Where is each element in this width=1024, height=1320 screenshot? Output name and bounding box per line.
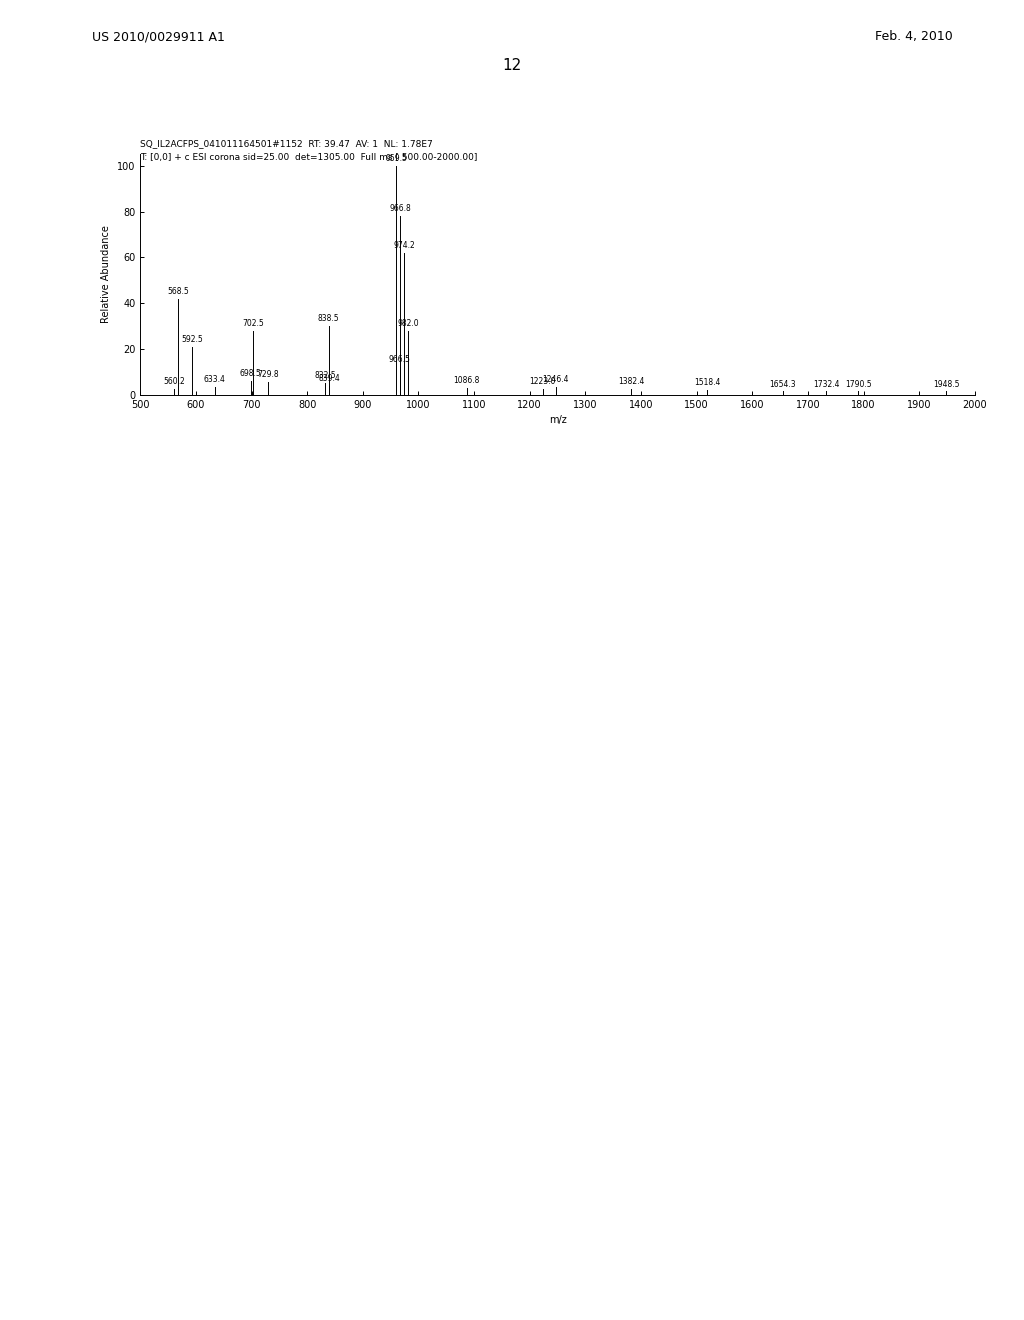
Text: 1732.4: 1732.4 <box>813 380 840 388</box>
Text: 966.5: 966.5 <box>389 355 411 364</box>
Text: 832.5: 832.5 <box>314 371 336 380</box>
Text: 633.4: 633.4 <box>204 375 225 384</box>
Text: 839.4: 839.4 <box>318 374 340 383</box>
Text: SQ_IL2ACFPS_041011164501#1152  RT: 39.47  AV: 1  NL: 1.78E7: SQ_IL2ACFPS_041011164501#1152 RT: 39.47 … <box>140 139 433 148</box>
Text: 959.5: 959.5 <box>385 154 407 164</box>
Text: 702.5: 702.5 <box>242 319 264 327</box>
Text: 838.5: 838.5 <box>317 314 339 323</box>
Text: 560.2: 560.2 <box>163 378 184 387</box>
Text: 982.0: 982.0 <box>397 319 419 327</box>
Text: 1086.8: 1086.8 <box>454 376 480 385</box>
Text: T: [0,0] + c ESI corona sid=25.00  det=1305.00  Full ms [ 500.00-2000.00]: T: [0,0] + c ESI corona sid=25.00 det=13… <box>140 153 477 162</box>
Text: 1382.4: 1382.4 <box>618 378 644 387</box>
Text: 1223.0: 1223.0 <box>529 378 556 387</box>
Text: 1790.5: 1790.5 <box>845 380 871 388</box>
Text: 966.8: 966.8 <box>389 205 411 214</box>
Text: 1654.3: 1654.3 <box>769 380 796 388</box>
Text: 974.2: 974.2 <box>393 242 415 249</box>
X-axis label: m/z: m/z <box>549 414 566 425</box>
Text: 1948.5: 1948.5 <box>933 380 959 388</box>
Text: 729.8: 729.8 <box>257 371 279 379</box>
Text: Feb. 4, 2010: Feb. 4, 2010 <box>874 30 952 44</box>
Y-axis label: Relative Abundance: Relative Abundance <box>101 226 112 323</box>
Text: 12: 12 <box>503 58 521 73</box>
Text: 698.5: 698.5 <box>240 370 261 379</box>
Text: 1518.4: 1518.4 <box>693 379 720 387</box>
Text: US 2010/0029911 A1: US 2010/0029911 A1 <box>92 30 225 44</box>
Text: 568.5: 568.5 <box>168 286 189 296</box>
Text: 592.5: 592.5 <box>181 335 203 345</box>
Text: 1246.4: 1246.4 <box>543 375 568 384</box>
